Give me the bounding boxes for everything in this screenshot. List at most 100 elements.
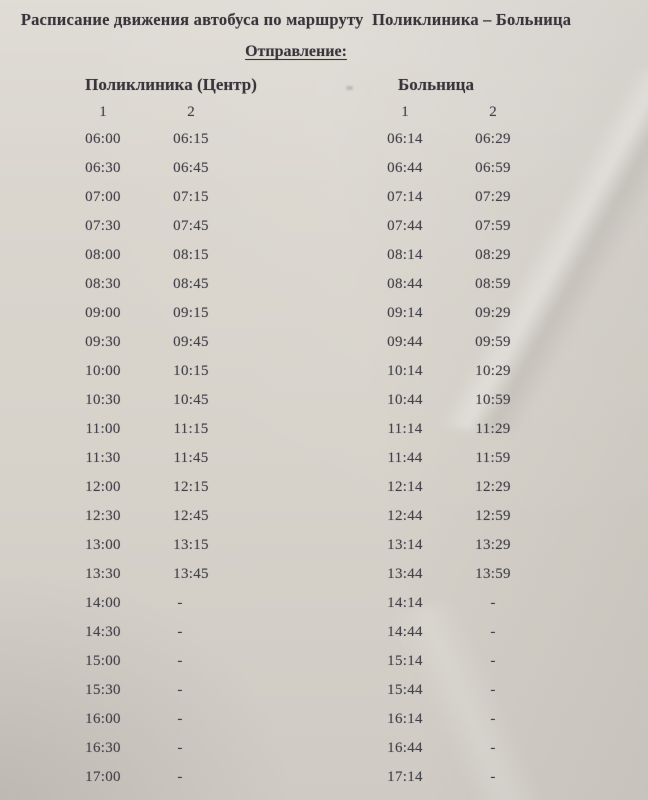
schedule-row: 16:30 - 16:44 - <box>0 734 592 763</box>
time-cell: 13:15 <box>173 537 209 553</box>
time-cell: 16:44 <box>387 740 423 756</box>
schedule-row: 06:30 06:45 06:44 06:59 <box>0 154 592 183</box>
column-gutter <box>235 270 361 299</box>
schedule-row: 09:30 09:45 09:44 09:59 <box>0 328 592 357</box>
column-gutter <box>235 734 361 763</box>
time-cell: - <box>177 653 183 669</box>
time-cell: 15:44 <box>387 682 423 698</box>
time-cell: 06:45 <box>173 160 209 176</box>
time-cell: 11:59 <box>475 450 511 466</box>
time-cell: 06:14 <box>387 131 423 147</box>
time-cell: 11:44 <box>387 450 423 466</box>
time-cell: 13:59 <box>475 566 511 582</box>
time-cell: 08:15 <box>173 247 209 263</box>
time-cell: 07:29 <box>475 189 511 205</box>
time-cell: 11:14 <box>387 421 423 437</box>
time-cell: 08:59 <box>475 276 511 292</box>
time-cell: 12:44 <box>387 508 423 524</box>
column-gutter <box>235 444 361 473</box>
column-gutter <box>235 386 361 415</box>
schedule-row: 08:30 08:45 08:44 08:59 <box>0 270 592 299</box>
column-group-hospital: Больница <box>398 74 474 94</box>
paper-smudge <box>346 86 353 90</box>
schedule-row: 14:30 - 14:44 - <box>0 618 592 647</box>
time-cell: 12:29 <box>475 479 511 495</box>
column-gutter <box>235 647 361 676</box>
time-cell: 13:14 <box>387 537 423 553</box>
schedule-row: 12:30 12:45 12:44 12:59 <box>0 502 592 531</box>
column-gutter <box>235 415 361 444</box>
column-gutter <box>235 502 361 531</box>
column-header-hospital-1: 1 <box>401 104 409 120</box>
time-cell: 15:14 <box>387 653 423 669</box>
time-cell: 08:29 <box>475 247 511 263</box>
column-gutter <box>235 589 361 618</box>
time-cell: - <box>490 624 496 640</box>
column-gutter <box>235 299 361 328</box>
time-cell: 08:30 <box>85 276 121 292</box>
time-cell: 08:44 <box>387 276 423 292</box>
time-cell: 13:44 <box>387 566 423 582</box>
time-cell: 11:45 <box>173 450 209 466</box>
time-cell: 13:00 <box>85 537 121 553</box>
column-gutter <box>235 618 361 647</box>
time-cell: - <box>177 769 183 785</box>
time-cell: 09:00 <box>85 305 121 321</box>
time-cell: 07:14 <box>387 189 423 205</box>
column-header-polyclinic-1: 1 <box>99 104 107 120</box>
column-gutter <box>235 125 361 154</box>
time-cell: 08:00 <box>85 247 121 263</box>
time-cell: - <box>490 653 496 669</box>
time-cell: - <box>177 624 183 640</box>
time-cell: 09:45 <box>173 334 209 350</box>
time-cell: - <box>490 769 496 785</box>
time-cell: 06:29 <box>475 131 511 147</box>
time-cell: 09:30 <box>85 334 121 350</box>
time-cell: 10:29 <box>475 363 511 379</box>
schedule-row: 06:00 06:15 06:14 06:29 <box>0 125 592 154</box>
time-cell: 09:14 <box>387 305 423 321</box>
time-cell: 09:44 <box>387 334 423 350</box>
time-cell: 14:30 <box>85 624 121 640</box>
time-cell: - <box>490 595 496 611</box>
time-cell: 07:00 <box>85 189 121 205</box>
time-cell: 06:59 <box>475 160 511 176</box>
time-cell: 12:59 <box>475 508 511 524</box>
time-cell: - <box>177 740 183 756</box>
time-cell: 12:14 <box>387 479 423 495</box>
schedule-row: 17:00 - 17:14 - <box>0 763 592 792</box>
time-cell: - <box>177 711 183 727</box>
schedule-rows: 06:00 06:15 06:14 06:29 06:30 06:45 06:4… <box>0 125 592 792</box>
time-cell: 10:59 <box>475 392 511 408</box>
time-cell: 12:30 <box>85 508 121 524</box>
time-cell: 07:15 <box>173 189 209 205</box>
schedule-row: 10:00 10:15 10:14 10:29 <box>0 357 592 386</box>
schedule-row: 07:30 07:45 07:44 07:59 <box>0 212 592 241</box>
time-cell: 10:44 <box>387 392 423 408</box>
time-cell: 06:00 <box>85 131 121 147</box>
time-cell: 07:44 <box>387 218 423 234</box>
schedule-row: 13:30 13:45 13:44 13:59 <box>0 560 592 589</box>
time-cell: - <box>490 711 496 727</box>
column-gutter <box>235 357 361 386</box>
departure-heading: Отправление: <box>245 43 347 60</box>
schedule-row: 07:00 07:15 07:14 07:29 <box>0 183 592 212</box>
column-group-row: Поликлиника (Центр) Больница <box>0 71 592 98</box>
time-cell: 15:30 <box>85 682 121 698</box>
time-cell: 08:45 <box>173 276 209 292</box>
column-gutter <box>235 100 361 125</box>
schedule-row: 13:00 13:15 13:14 13:29 <box>0 531 592 560</box>
time-cell: 15:00 <box>85 653 121 669</box>
time-cell: 11:29 <box>475 421 511 437</box>
column-header-hospital-2: 2 <box>489 104 497 120</box>
time-cell: 10:15 <box>173 363 209 379</box>
column-gutter <box>235 328 361 357</box>
column-group-polyclinic: Поликлиника (Центр) <box>85 74 257 94</box>
document-content: Расписание движения автобуса по маршруту… <box>0 10 592 792</box>
schedule-row: 12:00 12:15 12:14 12:29 <box>0 473 592 502</box>
time-cell: 06:15 <box>173 131 209 147</box>
time-cell: 17:14 <box>387 769 423 785</box>
schedule-row: 09:00 09:15 09:14 09:29 <box>0 299 592 328</box>
time-cell: 12:00 <box>85 479 121 495</box>
time-cell: 17:00 <box>85 769 121 785</box>
